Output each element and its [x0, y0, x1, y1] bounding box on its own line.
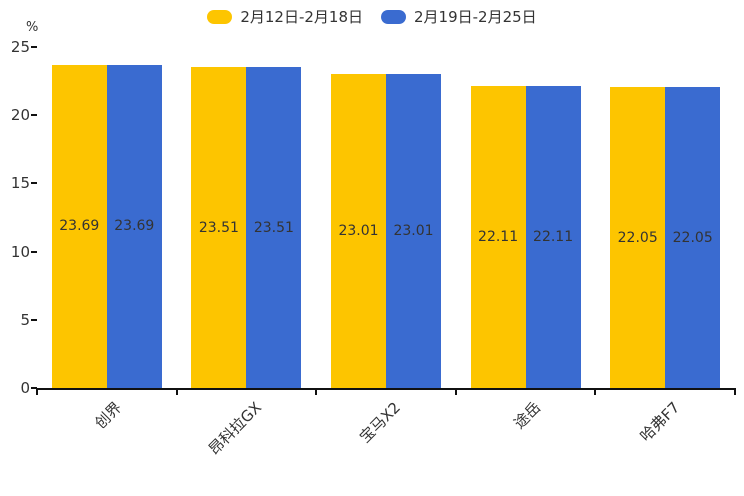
legend-label: 2月12日-2月18日 [240, 8, 363, 26]
legend-label: 2月19日-2月25日 [414, 8, 537, 26]
y-axis-tick-label: 15 [10, 174, 30, 193]
y-axis-tick [31, 318, 37, 321]
legend-swatch [381, 9, 406, 24]
x-axis-tick [315, 390, 318, 395]
legend-item[interactable]: 2月19日-2月25日 [381, 6, 537, 27]
bar-value-label: 22.11 [478, 229, 519, 246]
bar-value-label: 23.51 [253, 219, 294, 236]
y-axis-tick-label: 0 [20, 379, 30, 397]
bar: 23.51 [246, 67, 302, 388]
y-axis-tick-label: 20 [10, 106, 30, 125]
bar: 23.01 [386, 74, 441, 388]
y-axis-tick [31, 250, 37, 253]
bar-value-label: 23.01 [338, 223, 379, 240]
bar: 22.11 [525, 86, 581, 388]
x-axis-label: 宝马X2 [356, 398, 405, 447]
bar-value-label: 22.05 [672, 229, 713, 246]
legend: 2月12日-2月18日 2月19日-2月25日 [0, 6, 744, 27]
bar-value-label: 23.01 [393, 223, 434, 240]
x-axis-label: 途岳 [509, 398, 544, 433]
bar: 23.01 [331, 74, 386, 388]
x-axis-tick [454, 390, 457, 395]
bar-value-label: 23.69 [59, 218, 100, 235]
y-axis-tick [31, 182, 37, 185]
x-axis-label: 昂科拉GX [204, 398, 265, 459]
y-axis-unit-label: % [26, 20, 39, 35]
x-axis-tick [36, 390, 38, 395]
x-axis-tick [594, 390, 597, 395]
bar-value-label: 22.05 [617, 229, 658, 246]
x-axis-tick [175, 390, 178, 395]
y-axis-tick-label: 5 [20, 310, 30, 329]
x-axis-label: 哈弗F7 [636, 398, 684, 446]
y-axis-tick-label: 10 [10, 242, 30, 261]
bar: 23.51 [191, 67, 247, 388]
bar: 22.05 [665, 87, 721, 388]
legend-swatch [207, 9, 233, 24]
legend-item[interactable]: 2月12日-2月18日 [207, 6, 363, 27]
y-axis-tick [31, 387, 37, 389]
x-axis-line [36, 388, 736, 390]
bar-value-label: 23.69 [114, 218, 155, 235]
y-axis-tick [31, 114, 37, 117]
x-axis-tick [734, 390, 736, 395]
bar: 22.05 [610, 87, 666, 388]
bar-value-label: 22.11 [533, 229, 574, 246]
bar: 23.69 [51, 64, 107, 388]
bar: 22.11 [470, 86, 526, 388]
bar-value-label: 23.51 [198, 219, 239, 236]
y-axis-tick [31, 46, 37, 48]
x-axis-label: 创界 [91, 398, 125, 433]
bar: 23.69 [106, 64, 162, 388]
y-axis-tick-label: 25 [10, 38, 30, 56]
